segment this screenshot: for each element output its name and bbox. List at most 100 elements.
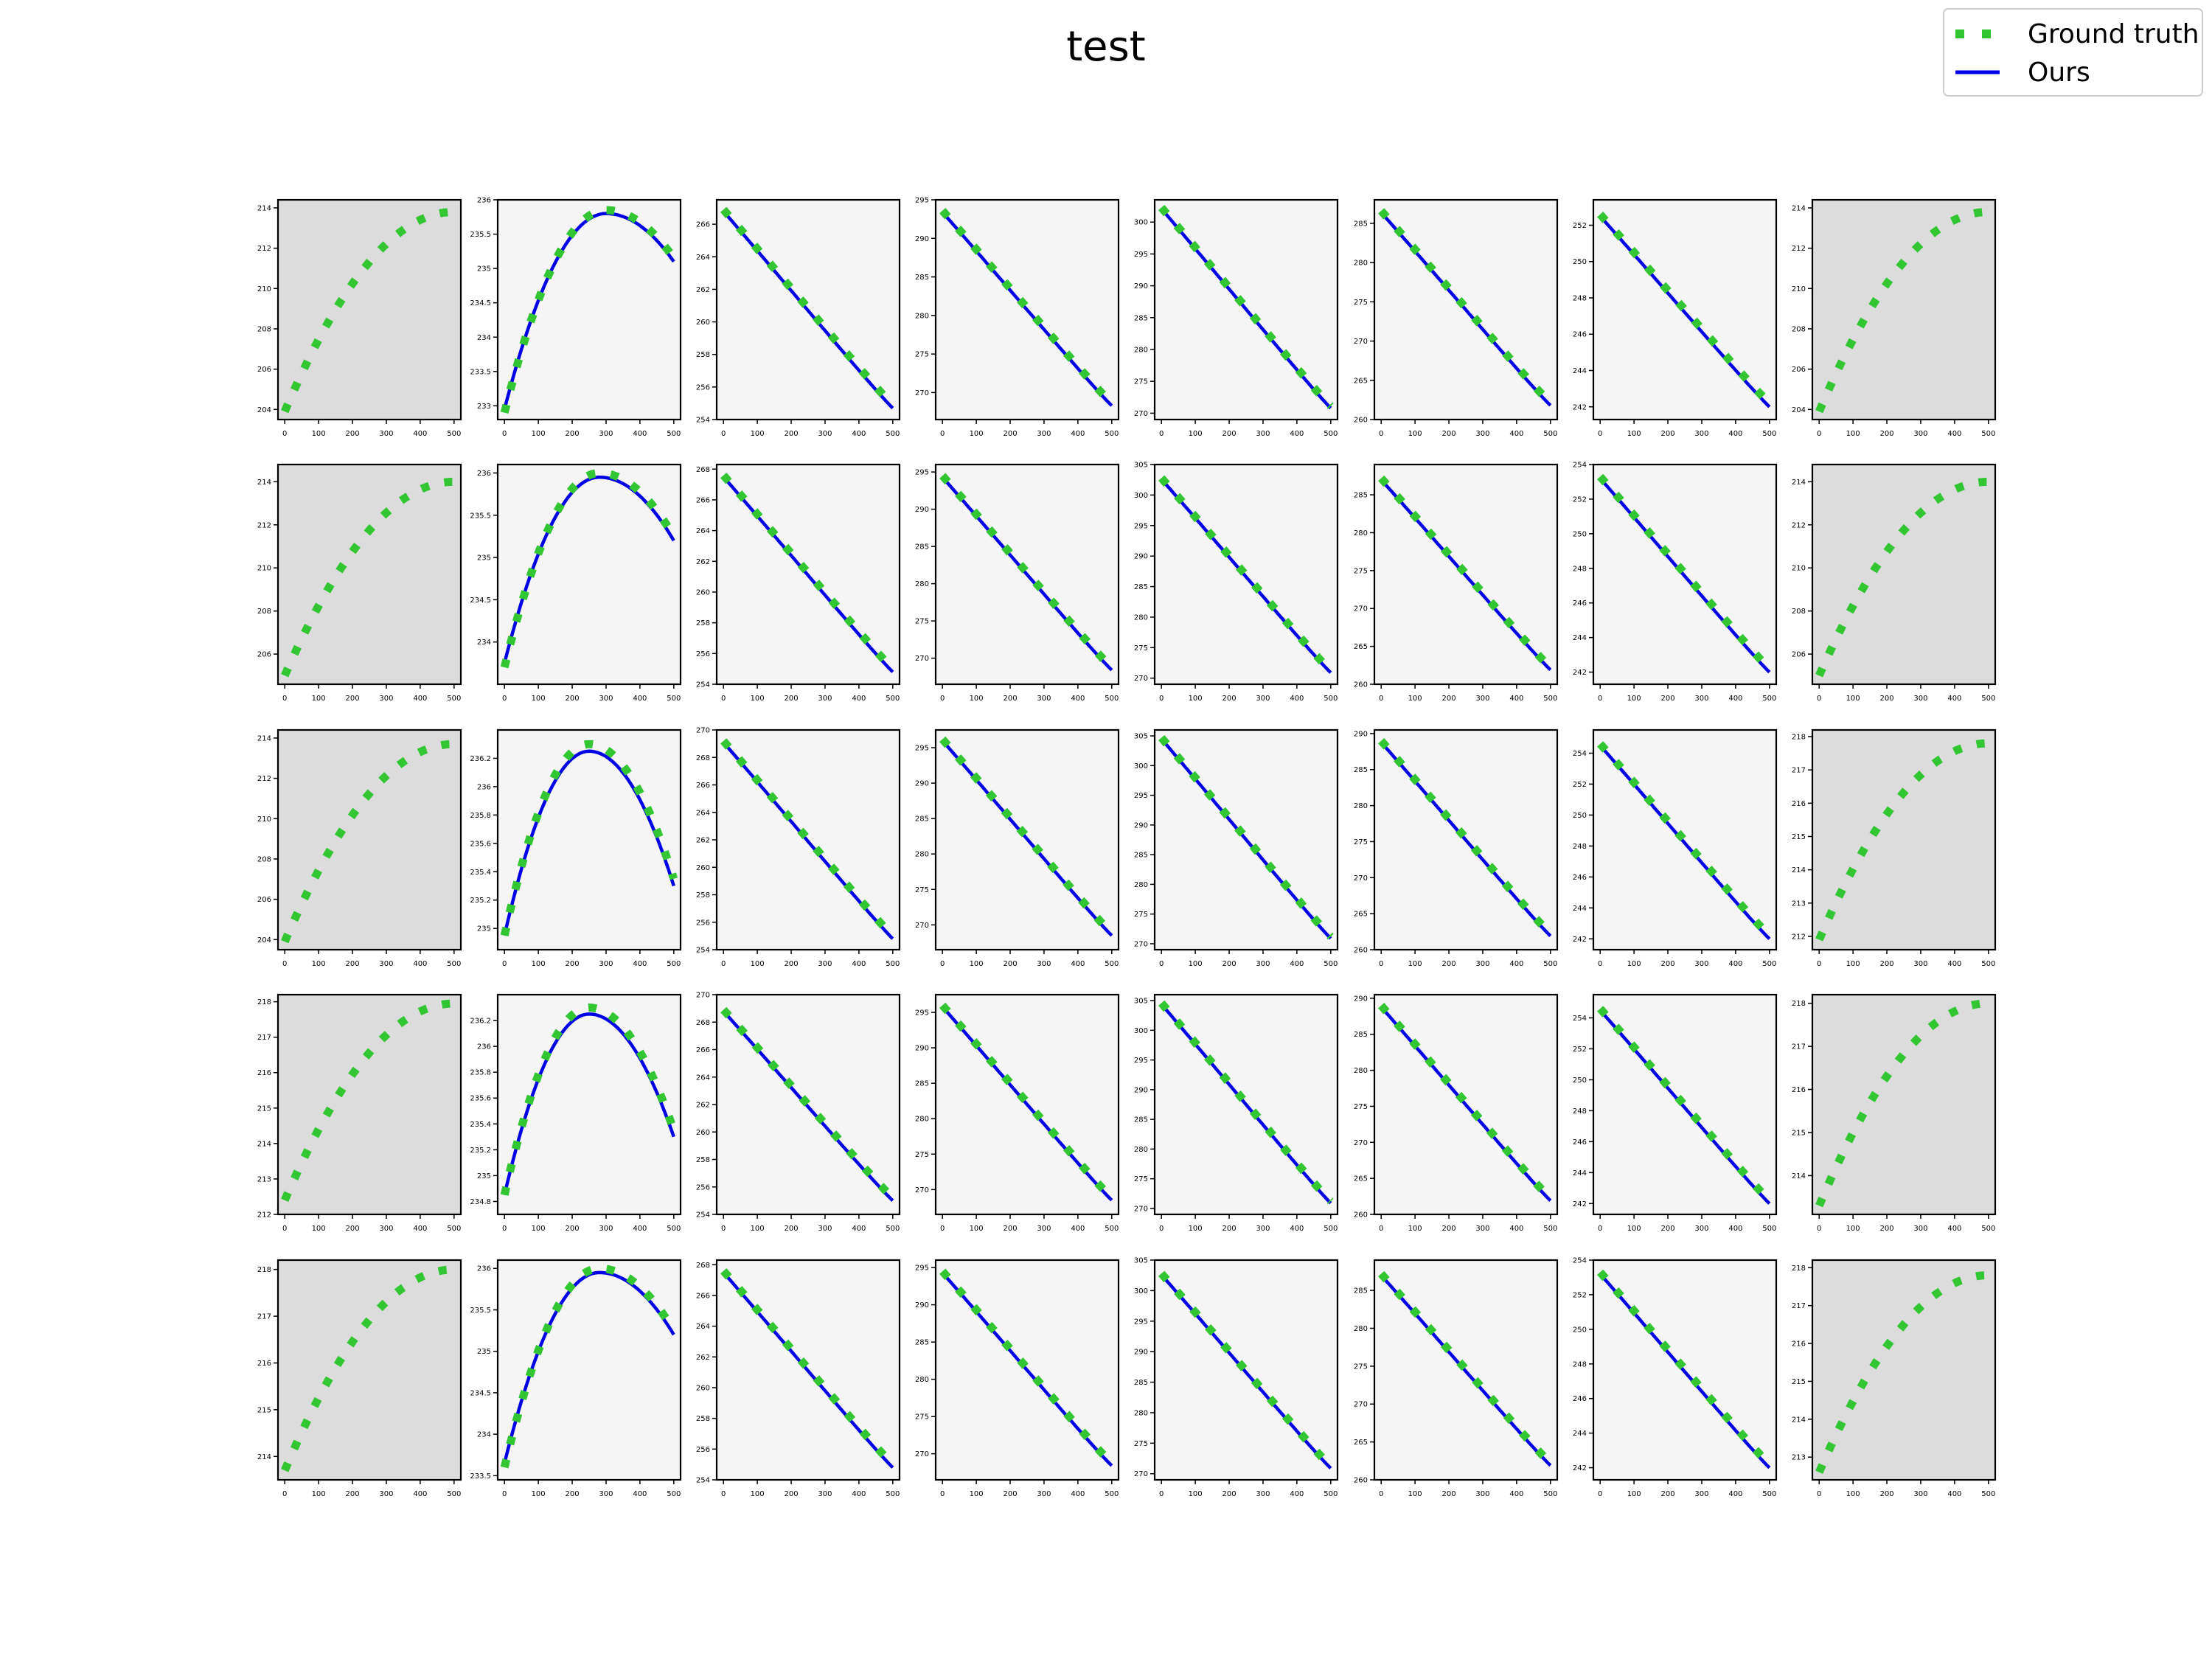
y-tick-label: 280 bbox=[915, 312, 929, 320]
x-tick-label: 400 bbox=[1728, 695, 1742, 703]
y-tick-label: 214 bbox=[257, 1453, 271, 1461]
x-tick-label: 400 bbox=[1509, 960, 1523, 968]
y-tick-label: 235.4 bbox=[470, 869, 491, 877]
panel-frame bbox=[276, 993, 462, 1216]
x-tick-label: 300 bbox=[1037, 430, 1051, 438]
x-tick-label: 0 bbox=[940, 960, 945, 968]
y-tick-label: 217 bbox=[257, 1313, 271, 1321]
y-tick-label: 244 bbox=[1573, 367, 1587, 375]
panel-frame bbox=[934, 198, 1120, 421]
y-tick-label: 242 bbox=[1573, 669, 1587, 677]
y-tick-label: 234.5 bbox=[470, 1389, 491, 1397]
y-tick-label: 210 bbox=[257, 285, 271, 293]
y-tick-label: 235.4 bbox=[470, 1121, 491, 1129]
y-tick-label: 250 bbox=[1573, 1077, 1587, 1085]
x-tick-label: 200 bbox=[1660, 1225, 1674, 1233]
panel-r4-c2: 0 100 200 300 400 500 254 256 258 260 262 264 266 268 bbox=[696, 1259, 901, 1498]
y-tick-label: 235 bbox=[477, 554, 491, 563]
panel-frame bbox=[1592, 728, 1778, 951]
y-tick-label: 235 bbox=[477, 265, 491, 274]
panel-plot-area bbox=[939, 736, 1115, 937]
y-tick-label: 270 bbox=[1134, 940, 1148, 948]
x-tick-label: 200 bbox=[345, 1490, 359, 1498]
y-tick-label: 212 bbox=[1792, 521, 1806, 529]
y-tick-label: 215 bbox=[1792, 833, 1806, 841]
x-tick-label: 300 bbox=[1475, 695, 1489, 703]
x-tick-label: 100 bbox=[751, 960, 765, 968]
y-tick-label: 210 bbox=[1792, 285, 1806, 293]
series-ground-truth-line bbox=[939, 1268, 1115, 1467]
x-tick-label: 100 bbox=[751, 430, 765, 438]
x-tick-label: 500 bbox=[667, 695, 681, 703]
panel-r3-c3: 0 100 200 300 400 500 270 275 280 285 290 295 bbox=[915, 993, 1120, 1233]
x-tick-label: 400 bbox=[852, 1490, 866, 1498]
y-tick-label: 280 bbox=[915, 1376, 929, 1384]
x-tick-label: 0 bbox=[1379, 1225, 1383, 1233]
series-ground-truth-line bbox=[939, 208, 1115, 406]
y-tick-label: 208 bbox=[1792, 608, 1806, 616]
y-tick-label: 270 bbox=[1354, 1401, 1368, 1409]
x-tick-label: 400 bbox=[413, 1225, 427, 1233]
panel-plot-area bbox=[500, 740, 678, 936]
x-tick-label: 200 bbox=[565, 960, 579, 968]
x-tick-label: 0 bbox=[1379, 695, 1383, 703]
panel-r2-c3: 0 100 200 300 400 500 270 275 280 285 290 295 bbox=[915, 728, 1120, 968]
y-tick-label: 262 bbox=[696, 1102, 710, 1110]
panel-r3-c1: 0 100 200 300 400 500 234.8 235 235.2 235.4 235.6 2… bbox=[470, 993, 682, 1233]
y-tick-label: 270 bbox=[1134, 1470, 1148, 1478]
x-tick-label: 500 bbox=[1981, 1225, 1995, 1233]
y-tick-label: 214 bbox=[257, 204, 271, 212]
y-tick-label: 254 bbox=[1573, 462, 1587, 470]
y-tick-label: 208 bbox=[257, 855, 271, 863]
y-tick-label: 244 bbox=[1573, 634, 1587, 642]
y-tick-label: 254 bbox=[696, 681, 710, 689]
x-tick-label: 400 bbox=[1728, 430, 1742, 438]
series-ground-truth-line bbox=[1378, 475, 1554, 671]
y-tick-label: 266 bbox=[696, 1292, 710, 1300]
y-tick-label: 242 bbox=[1573, 403, 1587, 411]
y-tick-label: 234 bbox=[477, 639, 491, 647]
y-tick-label: 280 bbox=[1354, 1325, 1368, 1333]
x-tick-label: 100 bbox=[1846, 960, 1860, 968]
y-tick-label: 212 bbox=[257, 775, 271, 783]
y-tick-label: 275 bbox=[1134, 1440, 1148, 1448]
panel-plot-area bbox=[939, 208, 1115, 407]
panel-plot-area bbox=[1378, 475, 1554, 672]
panel-frame bbox=[715, 198, 901, 421]
y-tick-label: 235.8 bbox=[470, 1069, 491, 1077]
x-tick-label: 300 bbox=[599, 695, 613, 703]
x-tick-label: 500 bbox=[1105, 695, 1119, 703]
y-tick-label: 246 bbox=[1573, 874, 1587, 882]
y-tick-label: 254 bbox=[1573, 1257, 1587, 1265]
panel-plot-area bbox=[939, 1268, 1115, 1467]
x-tick-label: 100 bbox=[1189, 695, 1203, 703]
x-tick-label: 100 bbox=[1408, 695, 1422, 703]
x-tick-label: 200 bbox=[565, 695, 579, 703]
y-tick-label: 218 bbox=[257, 1266, 271, 1274]
panel-plot-area bbox=[1158, 1000, 1334, 1205]
panel-r2-c6: 0 100 200 300 400 500 242 244 246 248 250 252 254 bbox=[1573, 728, 1778, 968]
y-tick-label: 275 bbox=[1134, 644, 1148, 653]
y-tick-label: 275 bbox=[1354, 1363, 1368, 1371]
panel-frame bbox=[1811, 728, 1997, 951]
y-tick-label: 275 bbox=[1354, 1103, 1368, 1111]
panel-plot-area bbox=[281, 740, 454, 944]
y-tick-label: 295 bbox=[915, 745, 929, 753]
y-tick-label: 236.2 bbox=[470, 1018, 491, 1026]
y-tick-label: 295 bbox=[1134, 792, 1148, 800]
y-tick-label: 264 bbox=[696, 1074, 710, 1082]
x-tick-label: 0 bbox=[940, 430, 945, 438]
panel-frame bbox=[1373, 1259, 1559, 1481]
x-tick-label: 500 bbox=[1762, 695, 1776, 703]
x-tick-label: 300 bbox=[1694, 1490, 1708, 1498]
x-tick-label: 100 bbox=[532, 430, 546, 438]
panel-r1-c1: 0 100 200 300 400 500 234 234.5 235 235.5 236 bbox=[470, 463, 682, 703]
y-tick-label: 256 bbox=[696, 1446, 710, 1454]
x-tick-label: 100 bbox=[751, 1490, 765, 1498]
x-tick-label: 300 bbox=[1037, 1490, 1051, 1498]
x-tick-label: 500 bbox=[447, 695, 461, 703]
y-tick-label: 242 bbox=[1573, 1464, 1587, 1472]
x-tick-label: 400 bbox=[1728, 960, 1742, 968]
y-tick-label: 254 bbox=[1573, 750, 1587, 758]
x-tick-label: 200 bbox=[784, 695, 798, 703]
